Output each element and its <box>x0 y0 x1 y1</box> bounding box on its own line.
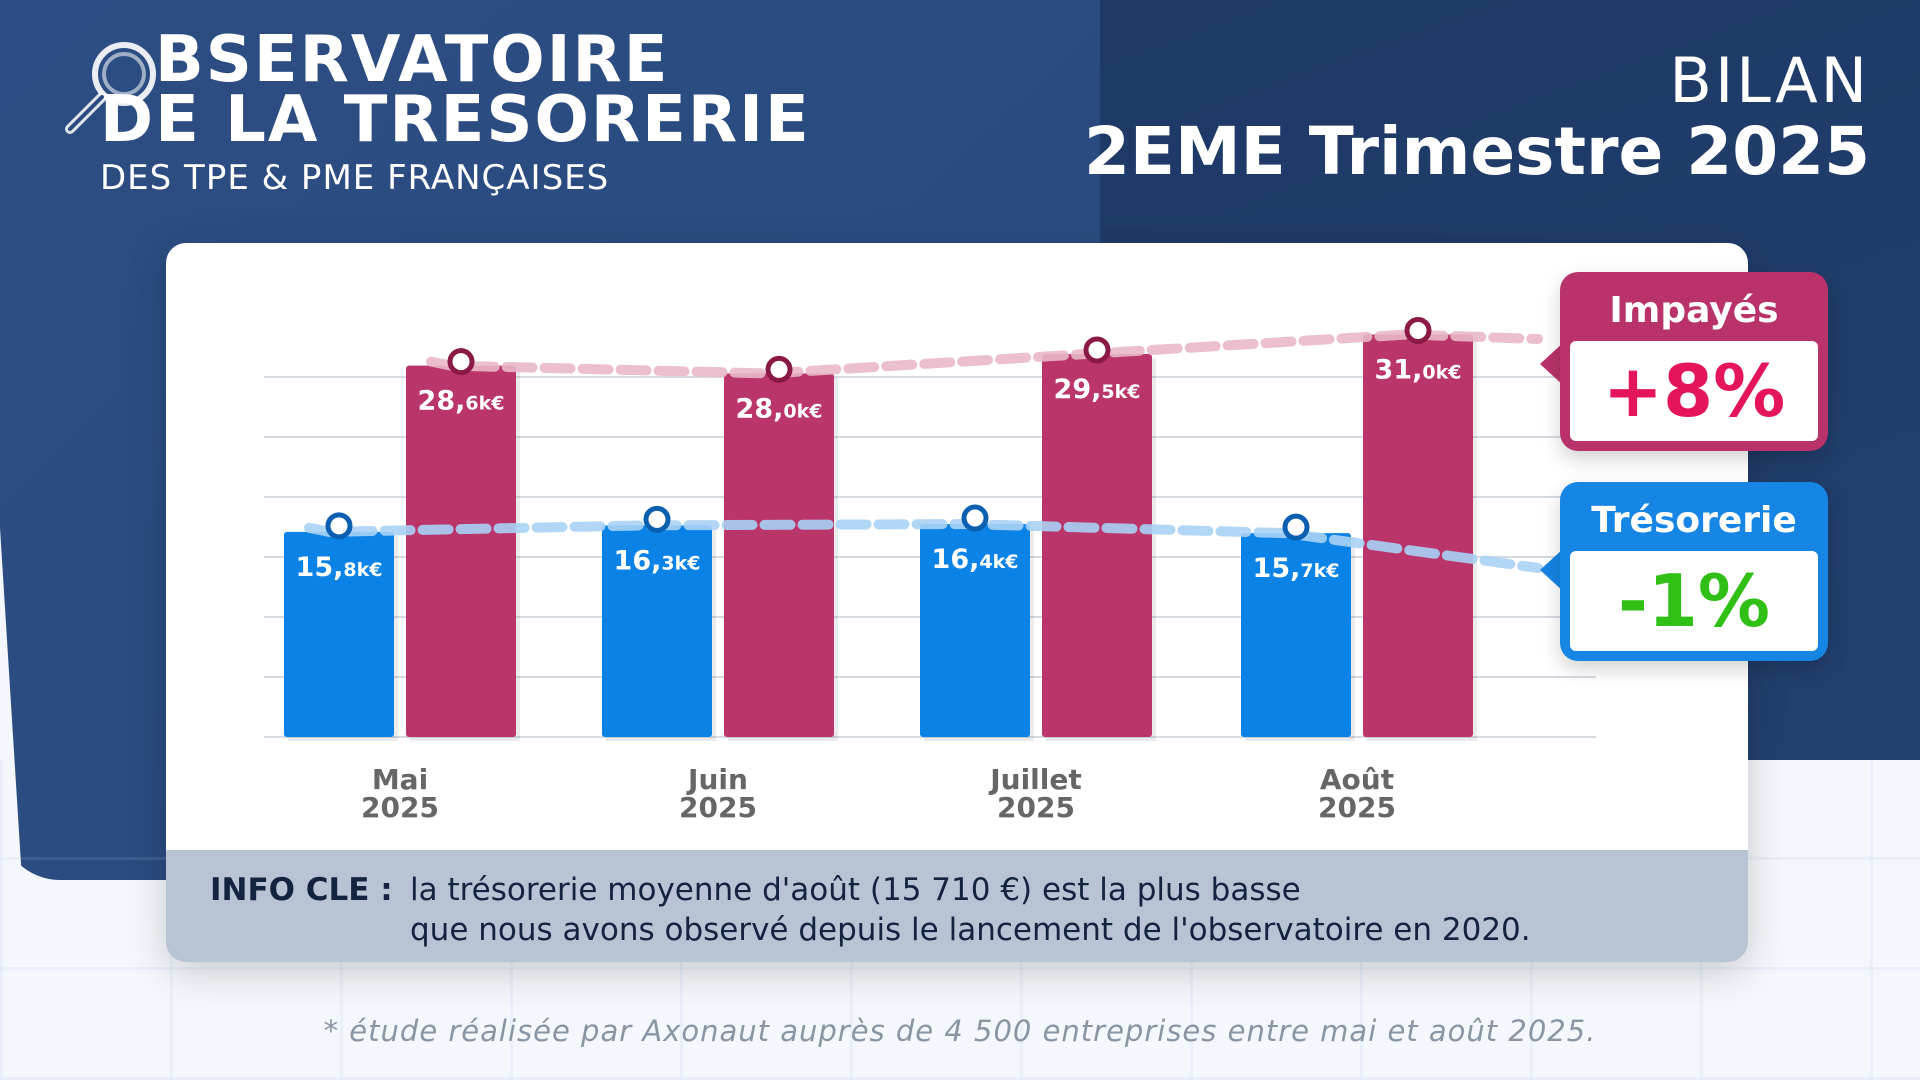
info-banner: INFO CLE : la trésorerie moyenne d'août … <box>166 850 1748 962</box>
impayes-bar <box>724 373 834 737</box>
impayes-bar <box>1363 334 1473 737</box>
impayes-data-label: 28,6k€ <box>418 386 505 417</box>
impayes-badge: Impayés +8% <box>1560 272 1828 451</box>
title-line-2: DE LA TRESORERIE <box>100 83 811 157</box>
category-label-month: Août <box>1320 763 1394 796</box>
impayes-data-label: 28,0k€ <box>736 393 823 424</box>
report-period: BILAN 2EME Trimestre 2025 <box>1084 48 1870 190</box>
impayes-point <box>1404 316 1432 344</box>
period-label: 2EME Trimestre 2025 <box>1083 113 1870 190</box>
impayes-data-label: 31,0k€ <box>1375 354 1462 385</box>
tresorerie-data-label: 15,7k€ <box>1253 553 1340 584</box>
info-text: la trésorerie moyenne d'août (15 710 €) … <box>410 870 1531 950</box>
tresorerie-data-label: 16,3k€ <box>614 545 701 576</box>
tresorerie-data-label: 15,8k€ <box>296 552 383 583</box>
tresorerie-point <box>643 505 671 533</box>
tresorerie-point <box>961 504 989 532</box>
footnote: * étude réalisée par Axonaut auprès de 4… <box>323 1014 1597 1048</box>
tresorerie-badge-label: Trésorerie <box>1591 500 1797 541</box>
category-label-year: 2025 <box>997 791 1075 824</box>
info-line-1: la trésorerie moyenne d'août (15 710 €) … <box>410 872 1301 908</box>
tresorerie-bar <box>602 525 712 737</box>
category-label-year: 2025 <box>361 791 439 824</box>
category-label-month: Juillet <box>988 763 1082 796</box>
tresorerie-point <box>325 512 353 540</box>
tresorerie-badge: Trésorerie -1% <box>1560 482 1828 661</box>
chart-card: 15,8k€ 28,6k€ Mai 2025 16,3k€ 28,0k€ Juin 2025 1… <box>166 243 1748 962</box>
tresorerie-point <box>1282 513 1310 541</box>
tresorerie-trend-line <box>304 519 1543 573</box>
bar-chart: 15,8k€28,6k€Mai202516,3k€28,0k€Juin20251… <box>264 316 1596 824</box>
impayes-badge-label: Impayés <box>1609 290 1779 331</box>
impayes-badge-value: +8% <box>1570 341 1818 441</box>
tresorerie-badge-value: -1% <box>1570 551 1818 651</box>
title-block: BSERVATOIRE DE LA TRESORERIE DES TPE & P… <box>70 23 811 198</box>
subtitle: DES TPE & PME FRANÇAISES <box>100 158 610 198</box>
impayes-point <box>447 348 475 376</box>
category-label-year: 2025 <box>679 791 757 824</box>
category-label-year: 2025 <box>1318 791 1396 824</box>
impayes-data-label: 29,5k€ <box>1054 374 1141 405</box>
bilan-label: BILAN <box>1669 44 1870 117</box>
category-label-month: Mai <box>372 763 428 796</box>
impayes-point <box>765 355 793 383</box>
impayes-bar <box>406 365 516 737</box>
impayes-point <box>1083 336 1111 364</box>
category-label-month: Juin <box>686 763 748 796</box>
magnifier-icon <box>65 42 156 134</box>
tresorerie-bar <box>1241 533 1351 737</box>
title-line-1: BSERVATOIRE <box>155 23 670 97</box>
info-line-2: que nous avons observé depuis le lanceme… <box>410 912 1531 948</box>
tresorerie-bar <box>920 524 1030 737</box>
tresorerie-data-label: 16,4k€ <box>932 544 1019 575</box>
impayes-bar <box>1042 353 1152 737</box>
tresorerie-bar <box>284 531 394 737</box>
info-label: INFO CLE : <box>210 872 393 908</box>
